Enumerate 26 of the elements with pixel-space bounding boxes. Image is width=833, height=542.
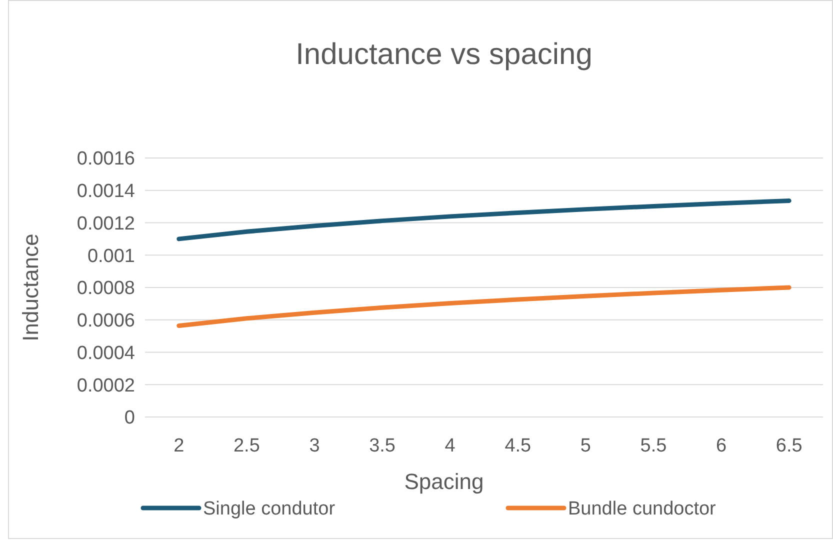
x-tick-label: 4.5 (504, 436, 532, 457)
y-tick-label: 0 (124, 408, 135, 429)
x-tick-label: 2.5 (233, 436, 260, 457)
x-tick-label: 4 (444, 436, 456, 457)
legend-label: Single condutor (203, 498, 336, 520)
x-tick-label: 2 (174, 436, 184, 457)
x-tick-label: 5 (580, 436, 591, 457)
y-tick-label: 0.0004 (76, 342, 136, 364)
y-tick-label: 0.0008 (76, 278, 135, 300)
line-series (176, 198, 792, 242)
y-tick-label: 0.0016 (76, 148, 135, 170)
x-tick-label: 6 (716, 436, 727, 457)
y-tick-label: 0.0014 (76, 181, 136, 202)
legend-label: Bundle cundoctor (568, 498, 717, 520)
y-tick-label: 0.001 (87, 246, 135, 267)
y-axis-title: Inductance (18, 234, 43, 342)
line-series (176, 285, 792, 328)
y-tick-label: 0.0006 (76, 310, 135, 332)
chart-title: Inductance vs spacing (296, 38, 592, 71)
y-tick-label: 0.0012 (76, 213, 135, 234)
y-tick-label: 0.0002 (76, 375, 135, 396)
x-tick-label: 3 (309, 436, 320, 457)
x-tick-label: 3.5 (369, 436, 396, 457)
x-tick-label: 6.5 (776, 436, 802, 457)
x-axis-title: Spacing (404, 469, 484, 494)
x-tick-label: 5.5 (640, 436, 667, 457)
